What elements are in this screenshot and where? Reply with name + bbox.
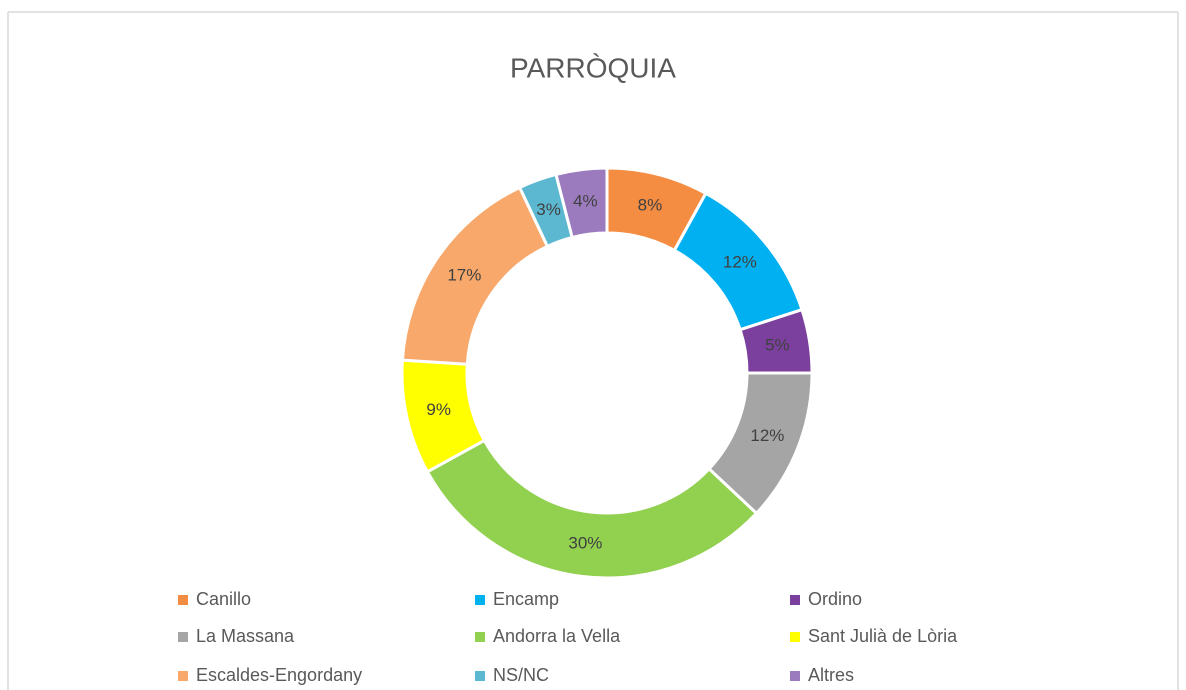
legend-label: NS/NC bbox=[493, 665, 549, 685]
legend-swatch bbox=[178, 671, 188, 681]
donut-segment bbox=[554, 166, 609, 240]
legend-label: Altres bbox=[808, 665, 854, 685]
legend-label: Sant Julià de Lòria bbox=[808, 626, 958, 646]
data-label: 3% bbox=[536, 200, 561, 219]
data-label: 30% bbox=[568, 534, 602, 553]
legend-swatch bbox=[790, 595, 800, 605]
donut-segment bbox=[425, 438, 759, 580]
legend-swatch bbox=[178, 595, 188, 605]
legend-swatch bbox=[475, 632, 485, 642]
legend-label: Ordino bbox=[808, 589, 862, 609]
data-label: 9% bbox=[426, 400, 451, 419]
legend-label: Canillo bbox=[196, 589, 251, 609]
legend-label: Encamp bbox=[493, 589, 559, 609]
legend-swatch bbox=[178, 632, 188, 642]
legend-label: La Massana bbox=[196, 626, 295, 646]
data-label: 5% bbox=[765, 335, 790, 354]
data-label: 8% bbox=[638, 195, 663, 214]
legend-swatch bbox=[790, 632, 800, 642]
legend-label: Andorra la Vella bbox=[493, 626, 621, 646]
legend-label: Escaldes-Engordany bbox=[196, 665, 362, 685]
data-label: 4% bbox=[573, 191, 598, 210]
legend-swatch bbox=[790, 671, 800, 681]
data-label: 12% bbox=[750, 426, 784, 445]
data-label: 17% bbox=[447, 266, 481, 285]
legend-swatch bbox=[475, 595, 485, 605]
data-label: 12% bbox=[723, 253, 757, 272]
chart-title: PARRÒQUIA bbox=[510, 52, 676, 83]
legend-swatch bbox=[475, 671, 485, 681]
